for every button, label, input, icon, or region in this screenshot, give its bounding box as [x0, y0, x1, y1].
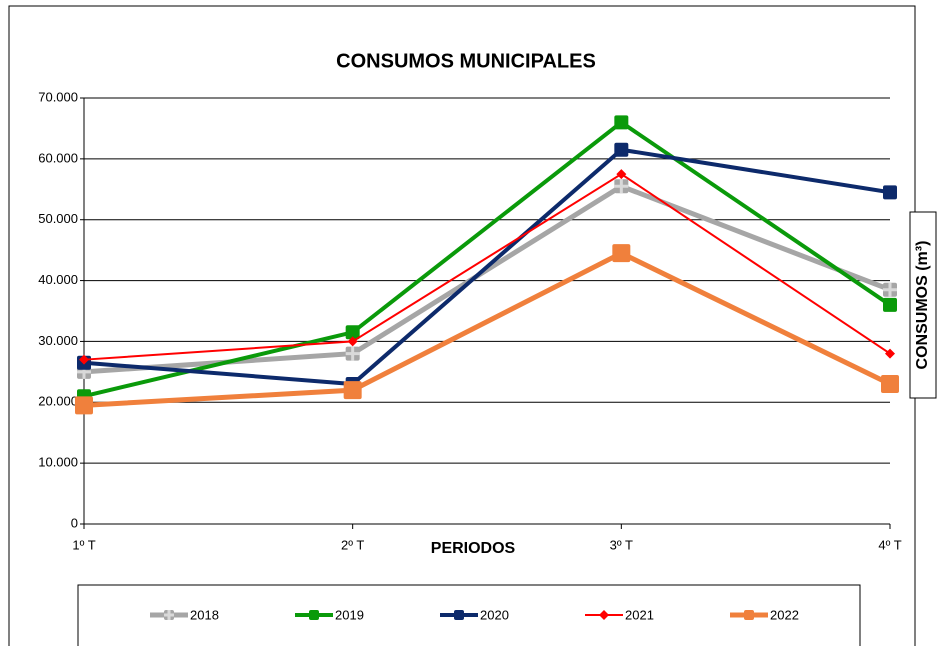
chart-title: CONSUMOS MUNICIPALES [336, 50, 596, 72]
legend-marker [454, 610, 464, 620]
point-plus [345, 346, 360, 361]
chart-frame [8, 5, 916, 646]
y-tick-label: 40.000 [38, 272, 78, 287]
y-tick-label: 20.000 [38, 394, 78, 409]
x-tick-label: 1º T [72, 537, 95, 552]
series-line [83, 147, 891, 387]
x-tick-label: 2º T [341, 537, 364, 552]
legend-label: 2018 [190, 607, 219, 622]
y-tick-label: 60.000 [38, 150, 78, 165]
y-tick-label: 30.000 [38, 333, 78, 348]
legend-label: 2021 [625, 607, 654, 622]
x-axis-title: PERIODOS [431, 540, 516, 557]
point [883, 297, 897, 312]
point [883, 185, 897, 200]
legend-label: 2019 [335, 607, 364, 622]
legend-marker [599, 610, 609, 620]
point [79, 354, 89, 365]
y-axis-title-box [909, 211, 937, 399]
legend-marker [744, 610, 754, 620]
point-plus [883, 282, 897, 297]
y-tick-label: 50.000 [38, 211, 78, 226]
series-line [83, 172, 891, 361]
point-plus [614, 179, 629, 194]
point [616, 169, 627, 180]
point [614, 142, 629, 157]
point [75, 396, 93, 415]
point [885, 348, 895, 359]
point [345, 325, 360, 340]
point [881, 375, 899, 394]
y-tick-label: 70.000 [38, 89, 78, 104]
legend-marker [309, 610, 319, 620]
point [343, 381, 362, 400]
x-tick-label: 4º T [878, 537, 901, 552]
point [612, 244, 631, 263]
y-tick-label: 10.000 [38, 455, 78, 470]
y-tick-label: 0 [71, 515, 78, 530]
y-axis-title: CONSUMOS (m³) [914, 241, 931, 370]
point [347, 336, 358, 347]
point [614, 115, 629, 130]
series-line [83, 250, 892, 408]
x-tick-label: 3º T [610, 537, 633, 552]
legend-label: 2020 [480, 607, 509, 622]
legend-label: 2022 [770, 607, 799, 622]
legend-marker-plus [164, 610, 174, 620]
series-line [83, 119, 892, 399]
